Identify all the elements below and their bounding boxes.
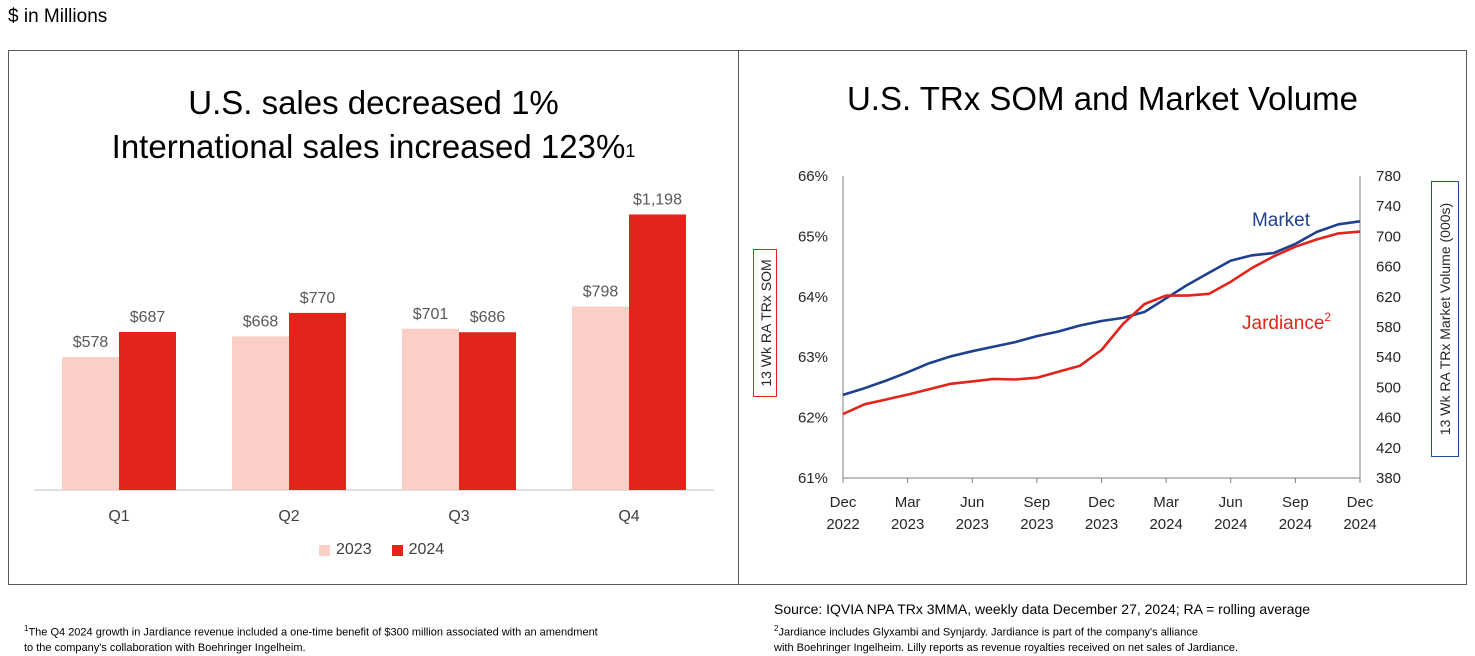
category-label-Q4: Q4	[618, 508, 639, 525]
right-tick-540: 540	[1376, 349, 1401, 366]
som-title: U.S. TRx SOM and Market Volume	[846, 80, 1359, 117]
right-tick-620: 620	[1376, 289, 1401, 306]
bar-label-2023-Q2: $668	[243, 313, 279, 330]
sales-title-sup: 1	[625, 141, 636, 161]
right-axis-label-box	[1431, 181, 1459, 457]
x-tick-month-6: Jun	[1219, 494, 1243, 511]
right-tick-660: 660	[1376, 259, 1401, 276]
x-tick-year-1: 2023	[891, 516, 924, 533]
right-tick-460: 460	[1376, 410, 1401, 427]
footnote-right: 2Jardiance includes Glyxambi and Synjard…	[774, 621, 1464, 656]
series-label-jardiance-sup: 2	[1324, 310, 1331, 324]
x-tick-month-0: Dec	[830, 494, 857, 511]
bar-2024-Q3	[459, 332, 516, 490]
x-tick-year-0: 2022	[826, 516, 859, 533]
bar-label-2023-Q3: $701	[413, 306, 449, 323]
bar-label-2024-Q2: $770	[300, 290, 336, 307]
left-tick-65: 65%	[798, 228, 828, 245]
x-tick-month-8: Dec	[1347, 494, 1374, 511]
line-chart: 66% 65% 64% 63% 62% 61% 780 740 700 660 620 580 540 5…	[758, 168, 1453, 533]
series-line-market	[842, 220, 1361, 397]
bar-legend: 2023 2024	[319, 541, 444, 559]
category-label-Q3: Q3	[448, 508, 469, 525]
footnote-right-line2: with Boehringer Ingelheim. Lilly reports…	[774, 641, 1239, 654]
legend-label-2024: 2024	[408, 541, 445, 558]
bar-chart: $578 $687 Q1 $668 $770 Q2 $701 $686 Q3 $798 $1,198…	[34, 191, 714, 525]
bar-label-2024-Q1: $687	[130, 309, 166, 326]
x-tick-year-7: 2024	[1279, 516, 1312, 533]
right-tick-380: 380	[1376, 470, 1401, 487]
category-label-Q2: Q2	[278, 508, 299, 525]
bar-label-2023-Q1: $578	[73, 334, 109, 351]
bar-2023-Q4	[572, 306, 629, 490]
footnote-left-line2: to the company's collaboration with Boeh…	[24, 641, 306, 654]
x-tick-year-5: 2024	[1149, 516, 1182, 533]
footnote-left-line1: The Q4 2024 growth in Jardiance revenue …	[28, 626, 598, 639]
som-panel: U.S. TRx SOM and Market Volume 66% 65% 64%…	[738, 50, 1467, 585]
sales-panel: U.S. sales decreased 1% International sa…	[8, 50, 739, 585]
right-tick-740: 740	[1376, 198, 1401, 215]
bar-2024-Q2	[289, 312, 346, 490]
bar-2023-Q1	[62, 357, 119, 490]
bar-2023-Q2	[232, 336, 289, 490]
right-tick-780: 780	[1376, 168, 1401, 185]
x-tick-month-2: Jun	[960, 494, 984, 511]
right-tick-420: 420	[1376, 440, 1401, 457]
x-tick-year-4: 2023	[1085, 516, 1118, 533]
bar-2024-Q1	[119, 331, 176, 490]
x-tick-month-7: Sep	[1282, 494, 1309, 511]
bar-label-2023-Q4: $798	[583, 283, 619, 300]
legend-swatch-2023	[319, 544, 330, 556]
x-tick-year-2: 2023	[956, 516, 989, 533]
sales-title-line2: International sales increased 123%1	[9, 125, 738, 169]
left-tick-62: 62%	[798, 410, 828, 427]
x-tick-month-1: Mar	[895, 494, 921, 511]
legend-swatch-2024	[391, 544, 403, 556]
series-label-jardiance: Jardiance2	[1242, 310, 1331, 334]
x-tick-year-8: 2024	[1343, 516, 1376, 533]
x-tick-month-5: Mar	[1153, 494, 1179, 511]
x-tick-year-3: 2023	[1020, 516, 1053, 533]
sales-title-line2-text: International sales increased 123%	[111, 128, 626, 165]
footnote-left: 1The Q4 2024 growth in Jardiance revenue…	[24, 621, 704, 656]
bar-2023-Q3	[402, 328, 459, 490]
source-note: Source: IQVIA NPA TRx 3MMA, weekly data …	[774, 601, 1311, 617]
sales-title-line1: U.S. sales decreased 1%	[188, 84, 559, 121]
right-tick-580: 580	[1376, 319, 1401, 336]
left-tick-64: 64%	[798, 289, 828, 306]
unit-label: $ in Millions	[8, 6, 108, 27]
x-tick-year-6: 2024	[1214, 516, 1247, 533]
footnote-left-sup: 1	[24, 624, 29, 633]
legend-label-2023: 2023	[336, 541, 372, 558]
right-tick-700: 700	[1376, 228, 1401, 245]
category-label-Q1: Q1	[108, 508, 129, 525]
right-tick-500: 500	[1376, 379, 1401, 396]
x-tick-month-4: Dec	[1088, 494, 1115, 511]
left-axis-label-box	[753, 249, 777, 397]
bar-label-2024-Q4: $1,198	[633, 191, 682, 208]
left-tick-61: 61%	[798, 470, 828, 487]
x-tick-month-3: Sep	[1024, 494, 1051, 511]
left-tick-66: 66%	[798, 168, 828, 185]
series-label-market: Market	[1252, 210, 1311, 231]
left-axis-title: 13 Wk RA TRx SOM	[758, 259, 774, 386]
series-line-jardiance	[842, 230, 1361, 416]
footnote-right-line1: Jardiance includes Glyxambi and Synjardy…	[778, 626, 1198, 639]
bar-label-2024-Q3: $686	[470, 309, 506, 326]
footnote-right-sup: 2	[774, 624, 779, 633]
left-tick-63: 63%	[798, 349, 828, 366]
bar-2024-Q4	[629, 214, 686, 490]
right-axis-title: 13 Wk RA TRx Market Volume (000s)	[1437, 203, 1453, 435]
